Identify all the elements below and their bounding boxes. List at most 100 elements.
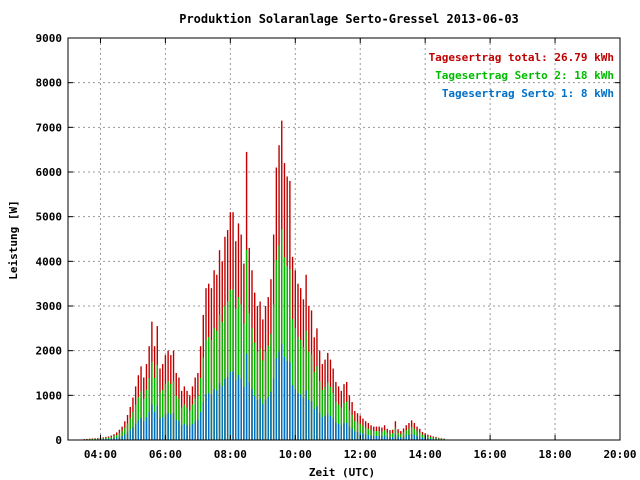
bar-serto-1: [267, 397, 269, 440]
x-axis-ticks: 04:00 06:00 08:00 10:00 12:00 14:00 16:00 18:00…: [84, 38, 637, 461]
bar-serto-1: [164, 414, 167, 440]
bar-serto-1: [370, 435, 372, 440]
bar-serto-2: [356, 422, 359, 440]
bar-serto-2: [329, 386, 332, 440]
bar-serto-2: [140, 391, 142, 440]
bar-serto-2: [232, 289, 234, 440]
bar-serto-1: [413, 434, 416, 440]
x-tick-label: 04:00: [84, 448, 117, 461]
x-tick-label: 12:00: [344, 448, 377, 461]
bar-serto-1: [110, 438, 112, 440]
y-tick-label: 4000: [36, 255, 63, 268]
bar-serto-1: [327, 413, 329, 440]
bar-serto-2: [397, 432, 399, 440]
bar-serto-2: [264, 351, 267, 440]
bar-serto-2: [438, 438, 440, 440]
bar-serto-2: [191, 404, 194, 440]
bar-serto-1: [389, 437, 391, 440]
bar-serto-2: [362, 425, 364, 440]
bar-serto-1: [297, 393, 299, 440]
bar-serto-1: [175, 419, 177, 440]
y-tick-label: 7000: [36, 121, 63, 134]
bar-serto-1: [302, 397, 305, 440]
bar-serto-2: [432, 437, 434, 440]
bar-serto-2: [416, 431, 418, 440]
y-tick-label: 8000: [36, 77, 63, 90]
bar-serto-1: [251, 389, 253, 440]
bar-serto-2: [156, 364, 158, 440]
bar-serto-1: [129, 430, 131, 440]
bar-series: [83, 120, 445, 440]
bar-serto-1: [332, 418, 334, 440]
bar-serto-1: [346, 422, 348, 440]
bar-serto-1: [316, 406, 318, 440]
bar-serto-2: [386, 432, 388, 440]
bar-serto-1: [189, 426, 191, 440]
y-tick-label: 6000: [36, 166, 63, 179]
bar-serto-1: [291, 385, 294, 440]
bar-serto-2: [316, 366, 318, 440]
bar-serto-2: [121, 431, 123, 440]
bar-serto-1: [300, 394, 302, 440]
bar-serto-1: [383, 435, 386, 440]
bar-serto-1: [416, 435, 418, 440]
y-tick-label: 3000: [36, 300, 63, 313]
bar-serto-2: [373, 431, 375, 440]
bar-serto-1: [194, 421, 196, 440]
bar-serto-1: [337, 423, 340, 440]
bar-serto-1: [245, 353, 248, 440]
bar-serto-1: [310, 401, 313, 440]
bar-serto-1: [172, 413, 175, 440]
bar-serto-1: [208, 393, 210, 440]
bar-serto-1: [419, 436, 421, 440]
bar-serto-2: [313, 372, 315, 440]
bar-serto-2: [359, 423, 361, 440]
bar-serto-1: [199, 411, 202, 440]
bar-serto-1: [364, 434, 367, 440]
bar-serto-2: [435, 437, 437, 440]
bar-serto-2: [272, 304, 275, 440]
bar-serto-1: [373, 435, 375, 440]
bar-serto-2: [405, 430, 407, 440]
bar-serto-2: [389, 433, 391, 440]
bar-serto-2: [289, 269, 291, 440]
bar-serto-2: [132, 411, 134, 440]
bar-serto-2: [381, 431, 383, 440]
bar-serto-1: [378, 435, 380, 440]
bar-serto-1: [226, 377, 229, 440]
bar-serto-2: [281, 229, 283, 440]
bar-serto-1: [134, 423, 137, 440]
bar-serto-1: [210, 394, 213, 440]
bar-serto-2: [254, 342, 256, 440]
bar-serto-1: [170, 414, 172, 440]
bar-serto-2: [275, 260, 278, 440]
bar-serto-2: [297, 336, 299, 440]
bar-serto-1: [348, 426, 351, 440]
bar-serto-1: [224, 379, 226, 440]
bar-serto-1: [137, 420, 140, 440]
bar-serto-1: [243, 387, 245, 440]
bar-serto-2: [383, 430, 386, 440]
bar-serto-1: [254, 395, 256, 440]
bar-serto-2: [194, 398, 196, 440]
bar-serto-2: [197, 395, 199, 440]
bar-serto-2: [286, 266, 288, 440]
bar-serto-1: [151, 404, 153, 440]
bar-serto-2: [102, 438, 104, 440]
bar-serto-2: [153, 378, 156, 440]
bar-serto-1: [278, 351, 280, 440]
bar-serto-1: [400, 437, 402, 440]
bar-serto-2: [270, 333, 272, 440]
bar-serto-2: [378, 431, 380, 440]
grid-lines: [68, 38, 620, 440]
bar-serto-1: [408, 434, 410, 440]
bar-serto-1: [113, 438, 115, 440]
chart-title: Produktion Solaranlage Serto-Gressel 201…: [179, 12, 519, 26]
bar-serto-1: [259, 398, 261, 440]
bar-serto-2: [256, 351, 259, 440]
bar-serto-2: [308, 351, 310, 440]
bar-serto-2: [429, 437, 432, 440]
bar-serto-1: [405, 435, 407, 440]
bar-serto-1: [313, 409, 315, 440]
